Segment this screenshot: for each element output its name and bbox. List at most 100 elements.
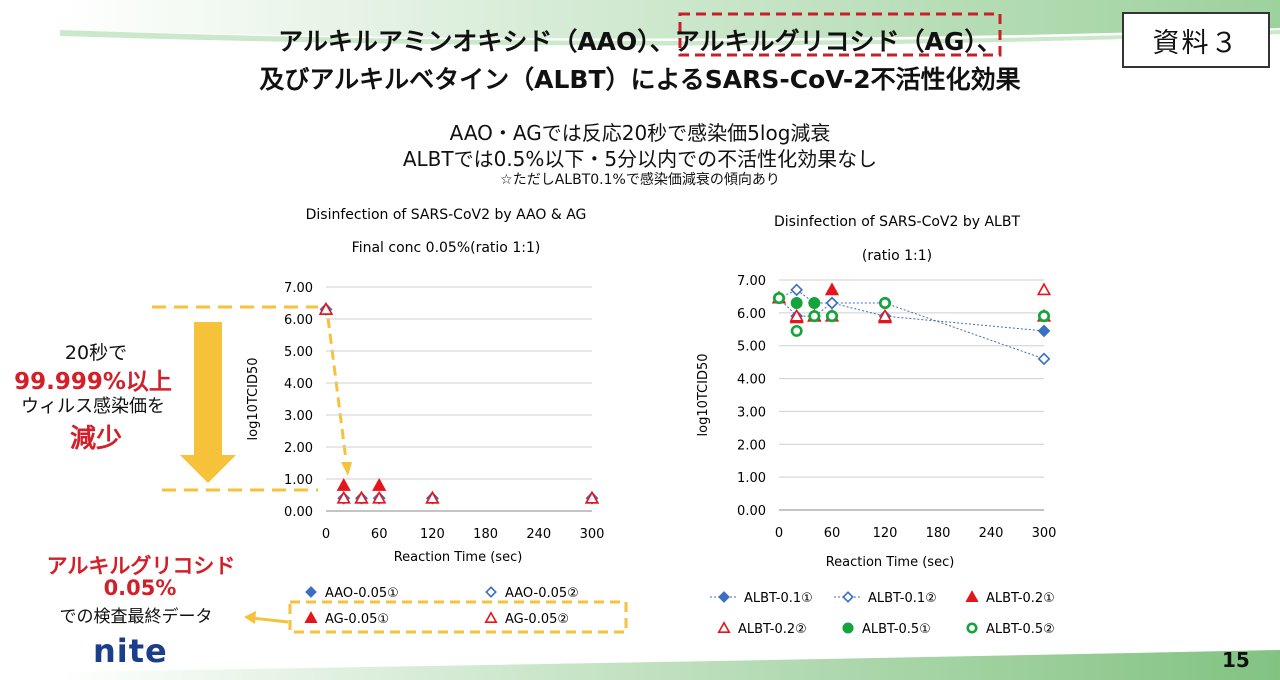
y-axis-label: log10TCID50 — [246, 357, 261, 440]
series-5 — [773, 292, 1050, 337]
series-1 — [319, 303, 599, 505]
data-point — [790, 324, 803, 337]
document-label: 資料３ — [1122, 12, 1270, 68]
legend-marker — [842, 591, 854, 603]
chart-drop-arrow — [326, 317, 348, 461]
x-tick-label: 0 — [322, 527, 330, 542]
y-tick-label: 0.00 — [284, 505, 313, 520]
title-part-comma: 、 — [976, 27, 1002, 56]
x-tick-label: 180 — [473, 527, 498, 542]
series-2 — [318, 301, 600, 504]
ag-callout-line1: アルキルグリコシド — [46, 554, 236, 578]
data-point — [336, 490, 351, 504]
reduction-callout-line3: ウィルス感染価を — [21, 396, 165, 417]
data-point — [584, 490, 600, 504]
reduction-callout-line2: 99.999%以上 — [14, 369, 172, 395]
data-point — [372, 477, 387, 491]
chart-subtitle: Final conc 0.05%(ratio 1:1) — [352, 240, 541, 256]
chart-drop-arrowhead — [341, 462, 352, 476]
ag-legend-highlight — [288, 600, 628, 634]
data-point — [877, 308, 893, 322]
y-tick-label: 7.00 — [737, 274, 766, 289]
legend-label: ALBT-0.1② — [868, 591, 937, 606]
data-point — [372, 490, 387, 504]
x-tick-label: 240 — [526, 527, 551, 542]
y-tick-label: 1.00 — [737, 471, 766, 486]
legend-marker — [485, 586, 497, 598]
series-3 — [318, 301, 600, 504]
y-tick-label: 3.00 — [737, 405, 766, 420]
data-point — [808, 297, 821, 309]
data-point — [879, 297, 891, 309]
title-part-ag: アルキルグリコシド（AG） — [674, 27, 977, 56]
legend-label: ALBT-0.5② — [986, 622, 1055, 637]
x-tick-label: 60 — [371, 527, 388, 542]
data-point — [318, 301, 334, 315]
summary-note: ☆ただしALBT0.1%で感染価減衰の傾向あり — [500, 172, 780, 188]
albt-chart: Disinfection of SARS-CoV2 by ALBT (ratio… — [696, 214, 1056, 637]
legend-marker — [966, 622, 978, 634]
y-tick-label: 4.00 — [737, 373, 766, 388]
summary-line2: ALBTでは0.5%以下・5分以内での不活性化効果なし — [402, 147, 878, 171]
data-point — [425, 490, 440, 504]
series-1 — [772, 283, 1051, 366]
series-0 — [319, 303, 599, 505]
ag-pointer-arrowhead — [244, 611, 256, 624]
data-point — [354, 490, 369, 504]
legend-marker — [842, 622, 854, 634]
reduction-callout-line1: 20秒で — [64, 342, 128, 364]
y-tick-label: 2.00 — [284, 441, 313, 456]
header-band — [60, 0, 1280, 46]
data-point — [789, 308, 804, 322]
y-tick-label: 2.00 — [737, 438, 766, 453]
reduction-callout-line4: 減少 — [69, 424, 122, 454]
data-point — [790, 297, 803, 309]
x-axis-label: Reaction Time (sec) — [826, 555, 955, 570]
y-tick-label: 6.00 — [737, 307, 766, 322]
data-point — [336, 477, 351, 491]
legend-marker — [717, 621, 731, 634]
x-tick-label: 240 — [979, 526, 1004, 541]
chart-subtitle: (ratio 1:1) — [862, 248, 932, 264]
legend-label: ALBT-0.2② — [738, 622, 807, 637]
chart-title: Disinfection of SARS-CoV2 by AAO & AG — [306, 207, 587, 223]
ag-pointer-line — [251, 616, 289, 624]
legend-label: AG-0.05① — [325, 612, 389, 627]
legend-label: AAO-0.05② — [505, 586, 579, 601]
x-tick-label: 120 — [420, 527, 445, 542]
footer-band — [60, 650, 1280, 680]
data-point — [825, 296, 839, 310]
data-point — [1038, 310, 1050, 323]
legend-label: AAO-0.05① — [325, 586, 399, 601]
nite-logo: nite — [93, 632, 168, 670]
y-tick-label: 3.00 — [284, 409, 313, 424]
reduction-arrow — [180, 322, 236, 483]
legend-marker — [965, 590, 979, 603]
x-tick-label: 0 — [775, 526, 783, 541]
data-point — [1036, 282, 1052, 296]
chart-title: Disinfection of SARS-CoV2 by ALBT — [774, 214, 1020, 230]
data-point — [826, 310, 838, 323]
data-point — [1037, 352, 1051, 366]
legend-marker — [718, 591, 730, 603]
legend-marker — [484, 611, 498, 624]
slide-title-line2: 及びアルキルベタイン（ALBT）によるSARS-CoV-2不活性化効果 — [259, 65, 1021, 94]
y-tick-label: 0.00 — [737, 504, 766, 519]
x-tick-label: 180 — [926, 526, 951, 541]
y-axis-label: log10TCID50 — [696, 353, 711, 436]
x-tick-label: 300 — [580, 527, 605, 542]
ag-callout-line3: での検査最終データ — [59, 607, 213, 627]
y-tick-label: 6.00 — [284, 313, 313, 328]
data-point — [1037, 324, 1051, 338]
y-tick-label: 4.00 — [284, 377, 313, 392]
x-tick-label: 60 — [824, 526, 841, 541]
legend-label: ALBT-0.5① — [862, 622, 931, 637]
summary-line1: AAO・AGでは反応20秒で感染価5log減衰 — [449, 121, 831, 145]
data-point — [808, 310, 821, 323]
legend-marker — [305, 586, 317, 598]
ag-callout-line2: 0.05% — [103, 576, 177, 600]
legend-label: AG-0.05② — [505, 612, 569, 627]
legend-label: ALBT-0.2① — [986, 591, 1055, 606]
